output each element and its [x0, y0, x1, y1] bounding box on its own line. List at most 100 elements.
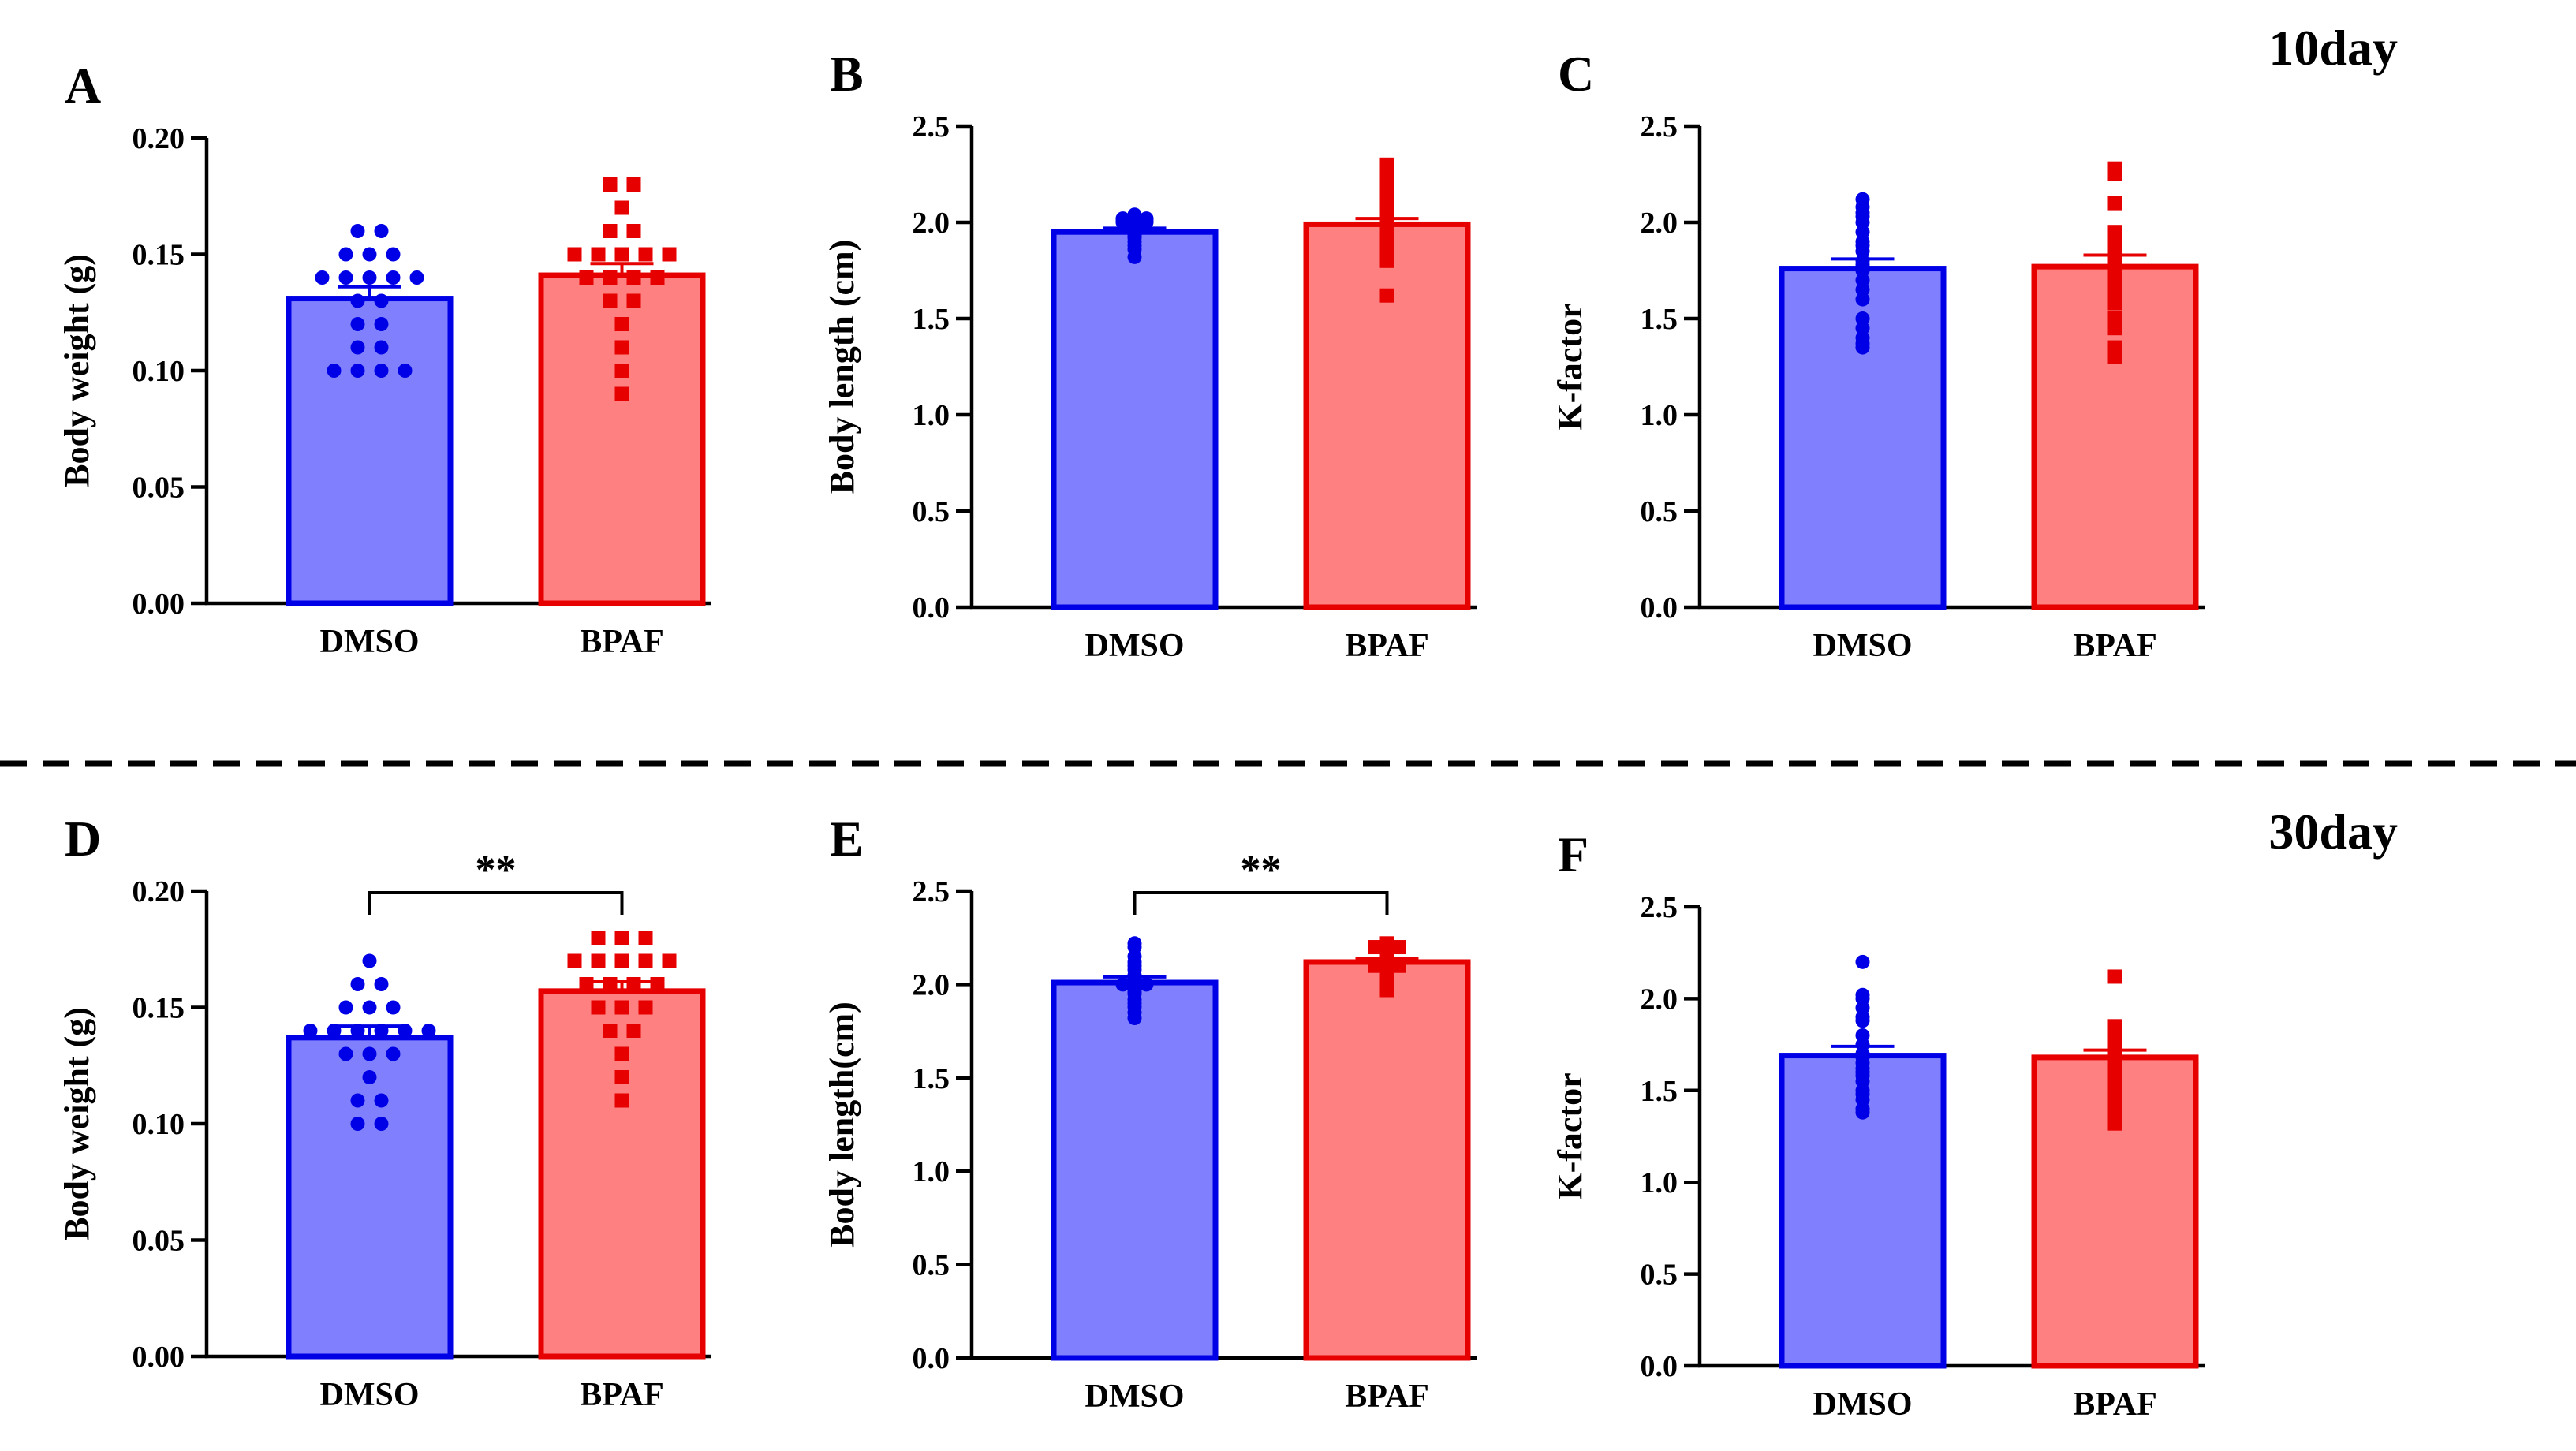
y-tick-label: 0.5 — [913, 1249, 950, 1282]
data-point-dmso — [350, 977, 365, 991]
data-point-bpaf — [1379, 983, 1394, 998]
x-tick-label-dmso: DMSO — [1813, 628, 1913, 664]
data-point-dmso — [327, 1024, 342, 1038]
data-point-dmso — [374, 1117, 389, 1131]
data-point-dmso — [374, 1024, 389, 1038]
data-point-bpaf — [1368, 958, 1383, 973]
data-point-bpaf — [614, 200, 629, 215]
data-point-dmso — [386, 270, 401, 285]
data-point-dmso — [374, 340, 389, 355]
data-point-bpaf — [603, 293, 618, 308]
y-axis-title: Body weight (g) — [58, 1007, 96, 1240]
data-point-bpaf — [626, 293, 641, 308]
y-tick-label: 2.5 — [1641, 891, 1678, 924]
x-tick-label-bpaf: BPAF — [580, 1377, 664, 1413]
y-tick-label: 0.0 — [1641, 591, 1678, 625]
data-point-dmso — [374, 977, 389, 991]
data-point-bpaf — [2107, 167, 2122, 181]
data-point-bpaf — [638, 931, 653, 945]
y-tick-label: 2.5 — [1641, 110, 1678, 144]
data-point-bpaf — [614, 1070, 629, 1084]
data-point-bpaf — [591, 247, 606, 262]
data-point-bpaf — [626, 224, 641, 238]
data-point-bpaf — [2107, 969, 2122, 984]
data-point-bpaf — [591, 931, 606, 945]
x-tick-label-dmso: DMSO — [1085, 1378, 1185, 1415]
y-axis-title: Body weight (g) — [58, 254, 96, 487]
significance-bracket — [368, 891, 624, 915]
y-tick-label: 1.0 — [1641, 1166, 1678, 1199]
y-axis-title: K-factor — [1551, 303, 1589, 430]
data-point-dmso — [338, 1046, 353, 1061]
data-point-dmso — [338, 1000, 353, 1015]
data-point-dmso — [1127, 249, 1142, 264]
y-tick-label: 0.00 — [133, 1341, 185, 1374]
data-point-bpaf — [1391, 958, 1406, 973]
data-point-dmso — [362, 1000, 377, 1015]
data-point-dmso — [350, 293, 365, 308]
data-point-dmso — [338, 270, 353, 285]
data-point-bpaf — [1379, 288, 1394, 303]
data-point-bpaf — [662, 247, 677, 262]
data-point-bpaf — [638, 953, 653, 968]
data-point-dmso — [362, 1070, 377, 1084]
panel-letter-d: D — [65, 811, 101, 867]
x-tick-label-dmso: DMSO — [320, 1377, 420, 1413]
data-point-dmso — [421, 1024, 436, 1038]
data-point-dmso — [1127, 1011, 1142, 1026]
data-point-dmso — [350, 1024, 365, 1038]
data-point-dmso — [350, 1093, 365, 1108]
data-point-bpaf — [650, 270, 665, 285]
data-point-dmso — [386, 1046, 401, 1061]
data-point-bpaf — [591, 1000, 606, 1015]
panel-letter-b: B — [830, 46, 864, 102]
data-point-dmso — [1855, 954, 1870, 969]
data-point-dmso — [1115, 215, 1130, 229]
y-axis-title: Body length (cm) — [823, 240, 861, 494]
data-point-bpaf — [614, 317, 629, 331]
data-point-dmso — [1855, 292, 1870, 307]
data-point-bpaf — [638, 247, 653, 262]
y-tick-label: 0.05 — [133, 1225, 185, 1258]
panel-d: D 0.00 0.05 0.10 0.15 0.20 Body weight (g) DMSO… — [58, 811, 711, 1413]
data-point-dmso — [398, 1024, 413, 1038]
data-point-dmso — [350, 317, 365, 331]
x-tick-label-bpaf: BPAF — [1345, 1378, 1429, 1415]
panel-b: B 0.0 0.5 1.0 1.5 2.0 2.5 Body length (cm) DMSO B… — [823, 46, 1477, 664]
data-point-bpaf — [591, 953, 606, 968]
data-point-bpaf — [1391, 940, 1406, 955]
day-label-10day: 10day — [2268, 20, 2398, 76]
significance-label: ** — [476, 848, 517, 893]
y-tick-label: 2.5 — [913, 875, 950, 908]
data-point-bpaf — [638, 1000, 653, 1015]
y-tick-label: 0.05 — [133, 472, 185, 505]
data-point-dmso — [362, 953, 377, 968]
data-point-dmso — [350, 364, 365, 378]
data-point-bpaf — [2107, 321, 2122, 336]
data-point-dmso — [315, 270, 330, 285]
y-tick-label: 1.5 — [913, 303, 950, 336]
panel-letter-a: A — [65, 58, 101, 114]
significance-label: ** — [1241, 848, 1282, 893]
x-tick-label-dmso: DMSO — [1813, 1386, 1913, 1423]
data-point-dmso — [1115, 977, 1130, 992]
significance-bracket — [1133, 891, 1389, 915]
data-point-dmso — [386, 247, 401, 262]
bar-bpaf — [1303, 221, 1471, 610]
data-point-bpaf — [662, 953, 677, 968]
bar-bpaf — [538, 988, 706, 1360]
data-point-bpaf — [567, 953, 582, 968]
data-point-bpaf — [603, 224, 618, 238]
data-point-bpaf — [603, 1024, 618, 1038]
y-tick-label: 0.5 — [1641, 1259, 1678, 1292]
y-tick-label: 0.5 — [1641, 495, 1678, 528]
y-tick-label: 0.15 — [133, 992, 185, 1025]
data-point-bpaf — [614, 953, 629, 968]
data-point-bpaf — [2107, 296, 2122, 311]
data-point-dmso — [362, 270, 377, 285]
y-tick-label: 1.5 — [1641, 1075, 1678, 1108]
y-tick-label: 2.0 — [1641, 983, 1678, 1016]
panel-letter-c: C — [1558, 46, 1594, 102]
y-axis-title: K-factor — [1551, 1072, 1589, 1199]
